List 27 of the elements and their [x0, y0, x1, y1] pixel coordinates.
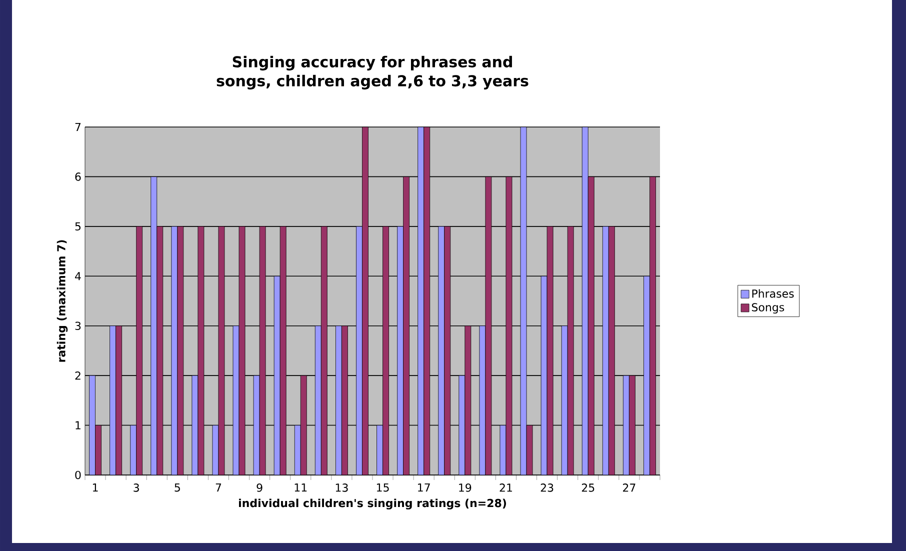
x-tick-label: 9	[256, 484, 262, 492]
x-tick-label: 13	[336, 484, 348, 492]
x-tick-label: 27	[622, 484, 636, 492]
x-tick-label: 7	[216, 484, 222, 492]
x-tick-label: 3	[134, 484, 139, 492]
legend-label: Songs	[752, 303, 784, 314]
y-tick-label: 6	[75, 172, 81, 181]
x-tick-label: 25	[582, 484, 594, 492]
x-axis-title: individual children's singing ratings (n=28)	[239, 498, 506, 510]
y-tick-label: 0	[75, 470, 81, 480]
chart-title: Singing accuracy for phrases and songs, children aged 2,6 to 3,3 years	[216, 56, 528, 90]
y-tick-label: 7	[75, 122, 81, 132]
x-tick-label: 5	[174, 484, 180, 492]
legend-label: Phrases	[752, 289, 794, 298]
y-tick-label: 1	[76, 421, 80, 430]
x-tick-label: 15	[376, 484, 389, 492]
y-tick-label: 3	[75, 322, 81, 330]
x-tick-label: 11	[294, 484, 307, 492]
x-tick-label: 19	[459, 484, 472, 492]
x-tick-label: 1	[92, 484, 98, 492]
x-tick-label: 21	[500, 484, 512, 492]
y-tick-label: 2	[75, 371, 80, 380]
x-tick-label: 23	[540, 484, 554, 492]
y-tick-label: 5	[75, 222, 81, 231]
x-tick-label: 17	[418, 484, 430, 492]
y-tick-label: 4	[75, 272, 81, 280]
y-axis-title: rating (maximum 7)	[56, 240, 68, 362]
